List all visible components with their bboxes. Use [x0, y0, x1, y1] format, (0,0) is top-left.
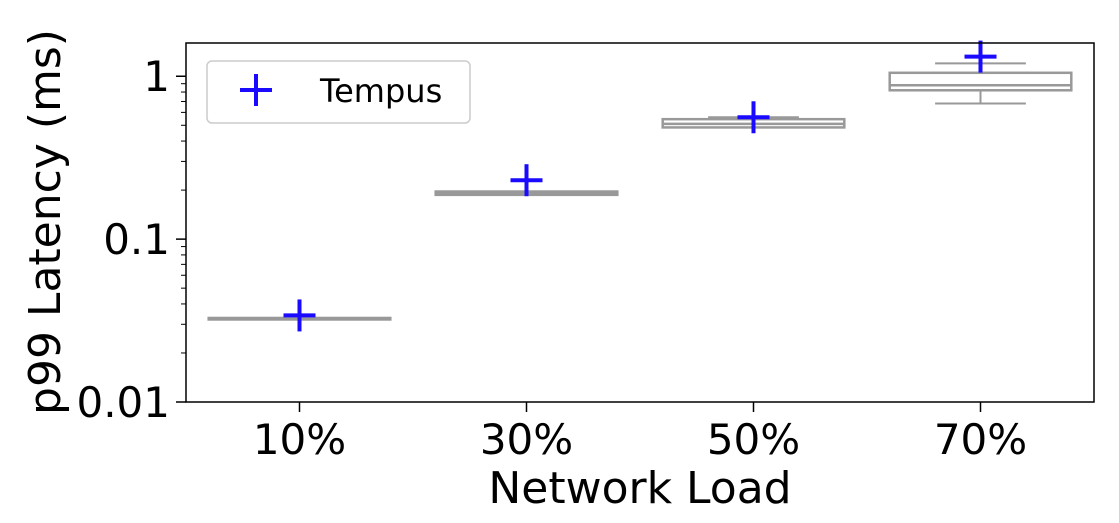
legend-label-tempus: Tempus	[319, 72, 442, 110]
y-axis-label: p99 Latency (ms)	[20, 29, 71, 415]
x-axis: 10% 30% 50% 70%	[253, 402, 1027, 464]
tempus-point-70pct	[964, 40, 997, 73]
x-tick-label: 50%	[707, 415, 800, 464]
plot-frame	[185, 42, 1095, 403]
y-tick-label: 0.01	[76, 378, 170, 427]
tempus-markers	[283, 40, 997, 332]
legend: Tempus	[206, 60, 471, 124]
y-tick-label: 0.1	[103, 215, 170, 264]
y-tick-label: 1	[143, 52, 170, 101]
tempus-point-30pct	[510, 164, 543, 197]
tempus-point-50pct	[737, 101, 770, 134]
box-body	[888, 71, 1073, 92]
y-axis: 0.01 0.1 1	[76, 52, 186, 427]
legend-plus-icon	[240, 74, 272, 106]
x-tick-label: 70%	[934, 415, 1027, 464]
legend-marker-tempus	[240, 74, 272, 106]
tempus-point-10pct	[283, 299, 316, 332]
legend-frame	[206, 60, 471, 124]
x-tick-label: 30%	[480, 415, 573, 464]
x-axis-label: Network Load	[488, 463, 791, 514]
x-tick-label: 10%	[253, 415, 346, 464]
